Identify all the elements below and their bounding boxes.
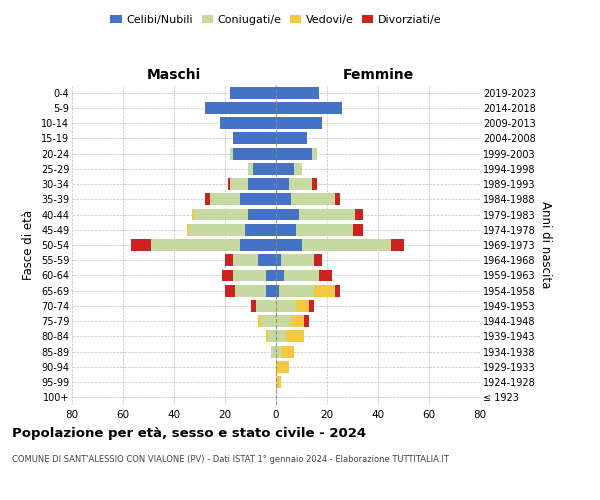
Bar bbox=[355, 208, 362, 220]
Bar bbox=[276, 208, 299, 220]
Bar bbox=[302, 239, 391, 251]
Bar bbox=[299, 208, 355, 220]
Bar bbox=[258, 315, 260, 327]
Bar bbox=[266, 330, 268, 342]
Text: Popolazione per età, sesso e stato civile - 2024: Popolazione per età, sesso e stato civil… bbox=[12, 428, 366, 440]
Bar bbox=[276, 361, 289, 373]
Bar bbox=[278, 285, 314, 296]
Bar bbox=[276, 178, 289, 190]
Bar bbox=[276, 300, 296, 312]
Bar bbox=[253, 163, 276, 175]
Bar bbox=[276, 346, 281, 358]
Bar bbox=[256, 300, 276, 312]
Bar bbox=[190, 224, 245, 235]
Bar bbox=[194, 208, 248, 220]
Bar bbox=[151, 239, 240, 251]
Bar bbox=[248, 163, 253, 175]
Bar bbox=[312, 178, 317, 190]
Bar bbox=[289, 178, 312, 190]
Bar bbox=[233, 132, 276, 144]
Text: Maschi: Maschi bbox=[147, 68, 201, 82]
Bar bbox=[335, 194, 340, 205]
Bar bbox=[235, 285, 266, 296]
Bar bbox=[248, 208, 276, 220]
Bar bbox=[391, 239, 404, 251]
Bar bbox=[286, 330, 304, 342]
Bar bbox=[284, 270, 319, 281]
Bar bbox=[292, 315, 304, 327]
Bar bbox=[245, 224, 276, 235]
Bar bbox=[276, 224, 296, 235]
Legend: Celibi/Nubili, Coniugati/e, Vedovi/e, Divorziati/e: Celibi/Nubili, Coniugati/e, Vedovi/e, Di… bbox=[106, 10, 446, 29]
Bar bbox=[230, 178, 248, 190]
Bar bbox=[276, 194, 292, 205]
Bar bbox=[205, 194, 210, 205]
Bar bbox=[248, 178, 276, 190]
Bar bbox=[240, 194, 276, 205]
Bar bbox=[319, 270, 332, 281]
Bar bbox=[281, 346, 294, 358]
Bar bbox=[230, 148, 233, 160]
Text: COMUNE DI SANT'ALESSIO CON VIALONE (PV) - Dati ISTAT 1° gennaio 2024 - Elaborazi: COMUNE DI SANT'ALESSIO CON VIALONE (PV) … bbox=[12, 455, 449, 464]
Bar bbox=[281, 254, 314, 266]
Bar bbox=[225, 285, 235, 296]
Bar bbox=[268, 330, 276, 342]
Bar bbox=[205, 102, 276, 114]
Bar bbox=[276, 117, 322, 129]
Bar bbox=[271, 346, 276, 358]
Text: Femmine: Femmine bbox=[343, 68, 413, 82]
Bar bbox=[276, 270, 284, 281]
Bar bbox=[292, 194, 335, 205]
Bar bbox=[210, 194, 240, 205]
Bar bbox=[314, 254, 322, 266]
Bar bbox=[314, 285, 335, 296]
Bar bbox=[312, 148, 317, 160]
Bar bbox=[276, 163, 294, 175]
Y-axis label: Anni di nascita: Anni di nascita bbox=[539, 202, 553, 288]
Bar bbox=[187, 224, 190, 235]
Bar bbox=[251, 300, 256, 312]
Y-axis label: Fasce di età: Fasce di età bbox=[22, 210, 35, 280]
Bar bbox=[192, 208, 194, 220]
Bar bbox=[233, 148, 276, 160]
Bar bbox=[276, 376, 281, 388]
Bar bbox=[233, 270, 266, 281]
Bar bbox=[240, 239, 276, 251]
Bar bbox=[225, 254, 233, 266]
Bar bbox=[309, 300, 314, 312]
Bar bbox=[223, 270, 233, 281]
Bar bbox=[266, 270, 276, 281]
Bar bbox=[131, 239, 151, 251]
Bar bbox=[304, 315, 309, 327]
Bar bbox=[276, 148, 312, 160]
Bar bbox=[220, 117, 276, 129]
Bar bbox=[335, 285, 340, 296]
Bar bbox=[276, 330, 286, 342]
Bar bbox=[276, 132, 307, 144]
Bar bbox=[227, 178, 230, 190]
Bar bbox=[266, 285, 276, 296]
Bar bbox=[276, 86, 319, 99]
Bar bbox=[276, 315, 292, 327]
Bar bbox=[276, 102, 342, 114]
Bar bbox=[260, 315, 276, 327]
Bar bbox=[276, 285, 278, 296]
Bar bbox=[230, 86, 276, 99]
Bar bbox=[276, 254, 281, 266]
Bar bbox=[296, 300, 309, 312]
Bar bbox=[353, 224, 362, 235]
Bar bbox=[296, 224, 353, 235]
Bar bbox=[233, 254, 258, 266]
Bar bbox=[258, 254, 276, 266]
Bar bbox=[276, 239, 302, 251]
Bar bbox=[294, 163, 302, 175]
